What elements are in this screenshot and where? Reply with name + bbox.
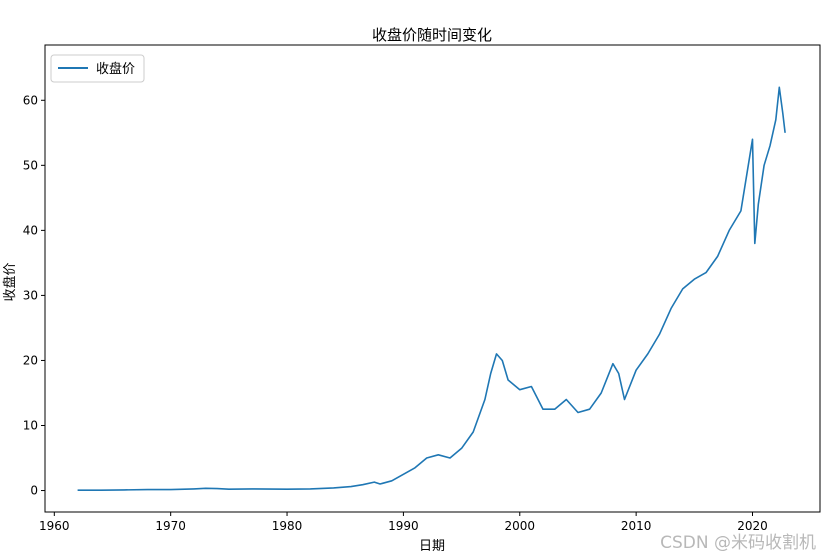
y-axis-ticks: 0 10 20 30 40 50 60 [23, 93, 45, 498]
y-axis-label: 收盘价 [2, 262, 18, 301]
y-tick-label: 50 [23, 158, 38, 172]
legend-box [50, 54, 145, 83]
legend: 收盘价 [50, 54, 145, 83]
legend-label: 收盘价 [96, 61, 135, 77]
plot-frame [44, 44, 821, 513]
x-tick-label: 1970 [155, 519, 186, 533]
x-tick-label: 2010 [621, 519, 652, 533]
y-tick-label: 40 [23, 223, 38, 237]
x-tick-label: 1980 [272, 519, 303, 533]
y-tick-label: 10 [23, 418, 38, 432]
series-line-0 [77, 86, 786, 492]
y-tick-label: 20 [23, 353, 38, 367]
y-tick-label: 0 [30, 484, 38, 498]
x-tick-label: 2020 [737, 519, 768, 533]
x-axis-ticks: 1960 1970 1980 1990 2000 2010 2020 [39, 512, 768, 533]
plot-area: 1960 1970 1980 1990 2000 2010 2020 0 10 20 30 40 50… [23, 44, 821, 533]
y-tick-label: 30 [23, 288, 38, 302]
chart-title: 收盘价随时间变化 [372, 26, 492, 44]
x-tick-label: 1990 [388, 519, 419, 533]
x-tick-label: 2000 [505, 519, 536, 533]
y-tick-label: 60 [23, 93, 38, 107]
x-axis-label: 日期 [419, 539, 445, 554]
x-tick-label: 1960 [39, 519, 70, 533]
watermark: CSDN @米码收割机 [660, 533, 816, 553]
data-layer [77, 86, 786, 492]
